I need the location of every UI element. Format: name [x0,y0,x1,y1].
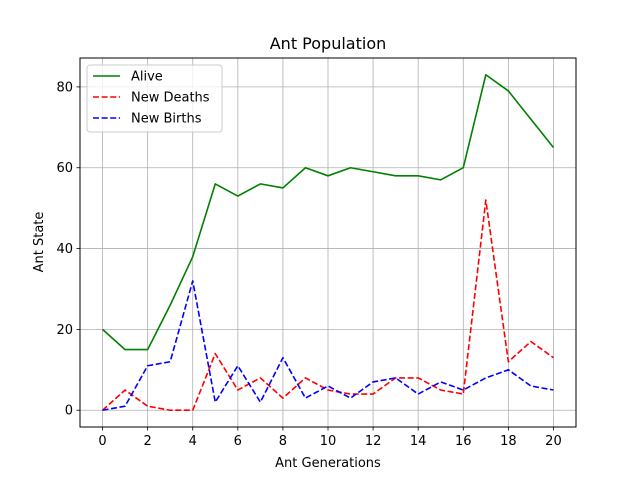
x-tick-label: 0 [98,434,106,449]
x-tick-label: 16 [455,434,472,449]
legend-label-new-deaths: New Deaths [131,91,210,106]
x-tick-label: 10 [320,434,337,449]
y-axis-label: Ant State [32,212,47,273]
chart-title: Ant Population [270,34,387,53]
y-axis-ticks: 0 20 40 60 80 [56,80,80,419]
x-tick-label: 6 [234,434,242,449]
legend-label-alive: Alive [131,70,163,85]
y-tick-label: 60 [56,161,73,176]
x-tick-label: 12 [365,434,382,449]
y-tick-label: 40 [56,242,73,257]
series-lines [102,73,555,412]
x-tick-label: 4 [189,434,197,449]
x-axis-ticks: 0 2 4 6 8 10 12 14 16 18 20 [98,427,562,449]
series-line-alive [102,73,555,351]
legend-label-new-births: New Births [131,112,202,127]
x-axis-label: Ant Generations [275,456,381,471]
x-tick-label: 2 [143,434,151,449]
legend-box [86,64,223,133]
y-tick-label: 0 [65,404,73,419]
x-tick-label: 20 [545,434,562,449]
x-tick-label: 8 [279,434,287,449]
legend: Alive New Deaths New Births [86,64,223,133]
x-tick-label: 14 [410,434,427,449]
y-tick-label: 80 [56,80,73,95]
x-tick-label: 18 [500,434,517,449]
series-line-new-deaths [102,199,554,412]
y-tick-label: 20 [56,323,73,338]
